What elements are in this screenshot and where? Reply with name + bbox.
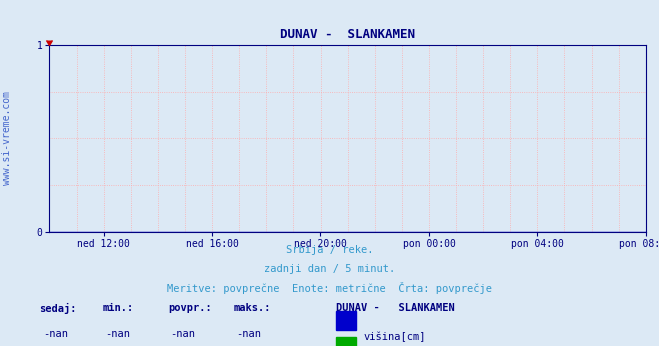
- Text: www.si-vreme.com: www.si-vreme.com: [1, 91, 12, 185]
- Text: zadnji dan / 5 minut.: zadnji dan / 5 minut.: [264, 264, 395, 274]
- Text: DUNAV -   SLANKAMEN: DUNAV - SLANKAMEN: [336, 303, 455, 313]
- Text: -nan: -nan: [171, 329, 196, 339]
- Text: -nan: -nan: [237, 329, 262, 339]
- Text: sedaj:: sedaj:: [40, 303, 77, 314]
- Text: -nan: -nan: [43, 329, 69, 339]
- Text: povpr.:: povpr.:: [168, 303, 212, 313]
- Text: -nan: -nan: [105, 329, 130, 339]
- Text: Meritve: povprečne  Enote: metrične  Črta: povprečje: Meritve: povprečne Enote: metrične Črta:…: [167, 282, 492, 294]
- Text: višina[cm]: višina[cm]: [364, 332, 426, 343]
- Text: min.:: min.:: [102, 303, 133, 313]
- Text: Srbija / reke.: Srbija / reke.: [286, 245, 373, 255]
- Text: maks.:: maks.:: [234, 303, 272, 313]
- Title: DUNAV -  SLANKAMEN: DUNAV - SLANKAMEN: [280, 28, 415, 41]
